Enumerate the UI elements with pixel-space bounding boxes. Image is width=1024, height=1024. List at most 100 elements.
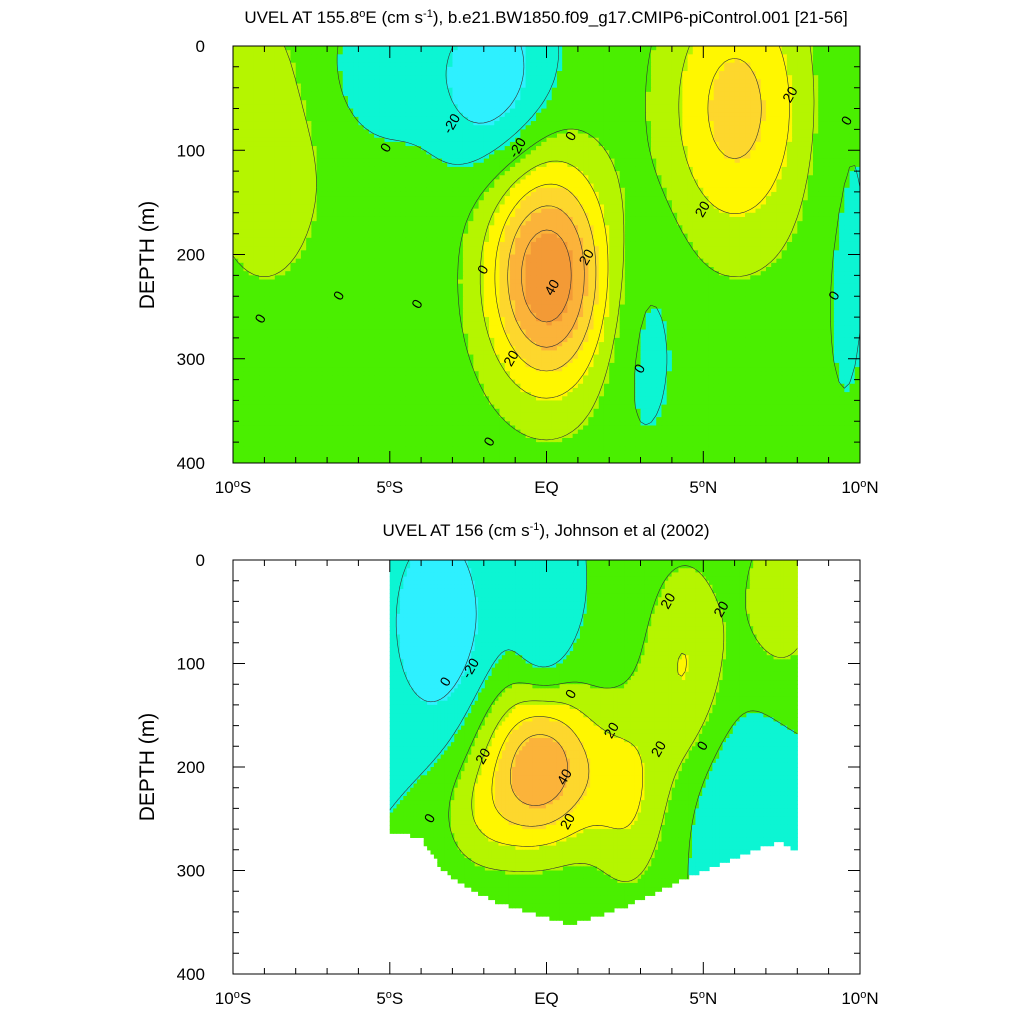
field-cell xyxy=(248,91,255,97)
field-cell xyxy=(551,150,558,156)
field-cell xyxy=(635,121,642,126)
field-cell xyxy=(645,79,652,85)
field-cell xyxy=(462,133,469,139)
field-cell xyxy=(556,187,563,193)
field-cell xyxy=(436,108,443,114)
field-cell xyxy=(588,91,595,97)
field-cell xyxy=(593,187,600,193)
field-cell xyxy=(828,129,835,135)
field-cell xyxy=(457,166,464,172)
field-cell xyxy=(494,200,501,206)
field-cell xyxy=(478,108,485,114)
field-cell xyxy=(285,150,292,156)
field-cell xyxy=(739,125,746,130)
field-cell xyxy=(536,212,542,218)
field-cell xyxy=(734,75,741,80)
field-cell xyxy=(447,83,454,89)
field-cell xyxy=(394,154,401,160)
field-cell xyxy=(839,50,845,55)
field-cell xyxy=(468,146,474,151)
field-cell xyxy=(457,50,464,55)
field-cell xyxy=(515,191,521,197)
field-cell xyxy=(839,129,845,135)
field-cell xyxy=(327,91,333,97)
field-cell xyxy=(290,208,297,214)
field-cell xyxy=(504,54,511,60)
field-cell xyxy=(431,104,438,110)
field-cell xyxy=(447,204,454,210)
field-cell xyxy=(583,79,589,85)
field-cell xyxy=(776,141,783,147)
field-cell xyxy=(624,146,631,151)
field-cell xyxy=(374,125,380,130)
field-cell xyxy=(755,162,762,168)
field-cell xyxy=(583,183,589,189)
field-cell xyxy=(603,50,610,55)
field-cell xyxy=(546,150,553,156)
field-cell xyxy=(363,141,370,147)
field-cell xyxy=(713,100,720,105)
field-cell xyxy=(374,166,380,172)
field-cell xyxy=(562,91,568,97)
field-cell xyxy=(640,66,647,72)
field-cell xyxy=(593,179,600,185)
field-cell xyxy=(567,75,574,80)
field-cell xyxy=(253,162,260,168)
field-cell xyxy=(682,125,689,130)
field-cell xyxy=(389,187,396,193)
field-cell xyxy=(556,83,563,89)
field-cell xyxy=(494,158,501,164)
field-cell xyxy=(452,108,459,114)
field-cell xyxy=(802,191,809,197)
field-cell xyxy=(316,54,323,60)
field-cell xyxy=(374,179,380,185)
field-cell xyxy=(525,158,532,164)
field-cell xyxy=(583,216,589,222)
field-cell xyxy=(619,66,626,72)
field-cell xyxy=(671,104,678,110)
field-cell xyxy=(457,200,464,206)
field-cell xyxy=(577,166,584,172)
field-cell xyxy=(854,71,860,76)
field-cell xyxy=(572,108,579,114)
field-cell xyxy=(483,166,490,172)
field-cell xyxy=(447,79,454,85)
field-cell xyxy=(426,183,433,189)
field-cell xyxy=(734,175,741,181)
field-cell xyxy=(457,133,464,139)
field-cell xyxy=(384,54,391,60)
field-cell xyxy=(598,183,605,189)
field-cell xyxy=(243,208,250,214)
field-cell xyxy=(760,104,767,110)
field-cell xyxy=(797,104,804,110)
field-cell xyxy=(765,166,772,172)
field-cell xyxy=(243,104,250,110)
field-cell xyxy=(797,150,804,156)
field-cell xyxy=(238,75,245,80)
field-cell xyxy=(541,171,548,176)
field-cell xyxy=(562,179,568,185)
field-cell xyxy=(792,121,798,126)
field-cell xyxy=(750,212,757,218)
field-cell xyxy=(253,125,260,130)
field-cell xyxy=(682,71,689,76)
field-cell xyxy=(765,83,772,89)
field-cell xyxy=(624,46,631,51)
field-cell xyxy=(645,179,652,185)
field-cell xyxy=(671,66,678,72)
field-cell xyxy=(316,116,323,122)
field-cell xyxy=(520,112,527,118)
field-cell xyxy=(854,166,860,172)
field-cell xyxy=(442,79,448,85)
field-cell xyxy=(509,54,516,60)
field-cell xyxy=(541,91,548,97)
field-cell xyxy=(567,137,574,143)
field-cell xyxy=(332,46,339,51)
field-cell xyxy=(724,200,730,206)
field-cell xyxy=(818,112,825,118)
field-cell xyxy=(379,137,386,143)
field-cell xyxy=(489,83,495,89)
field-cell xyxy=(238,191,245,197)
field-cell xyxy=(708,171,715,176)
field-cell xyxy=(677,175,683,181)
